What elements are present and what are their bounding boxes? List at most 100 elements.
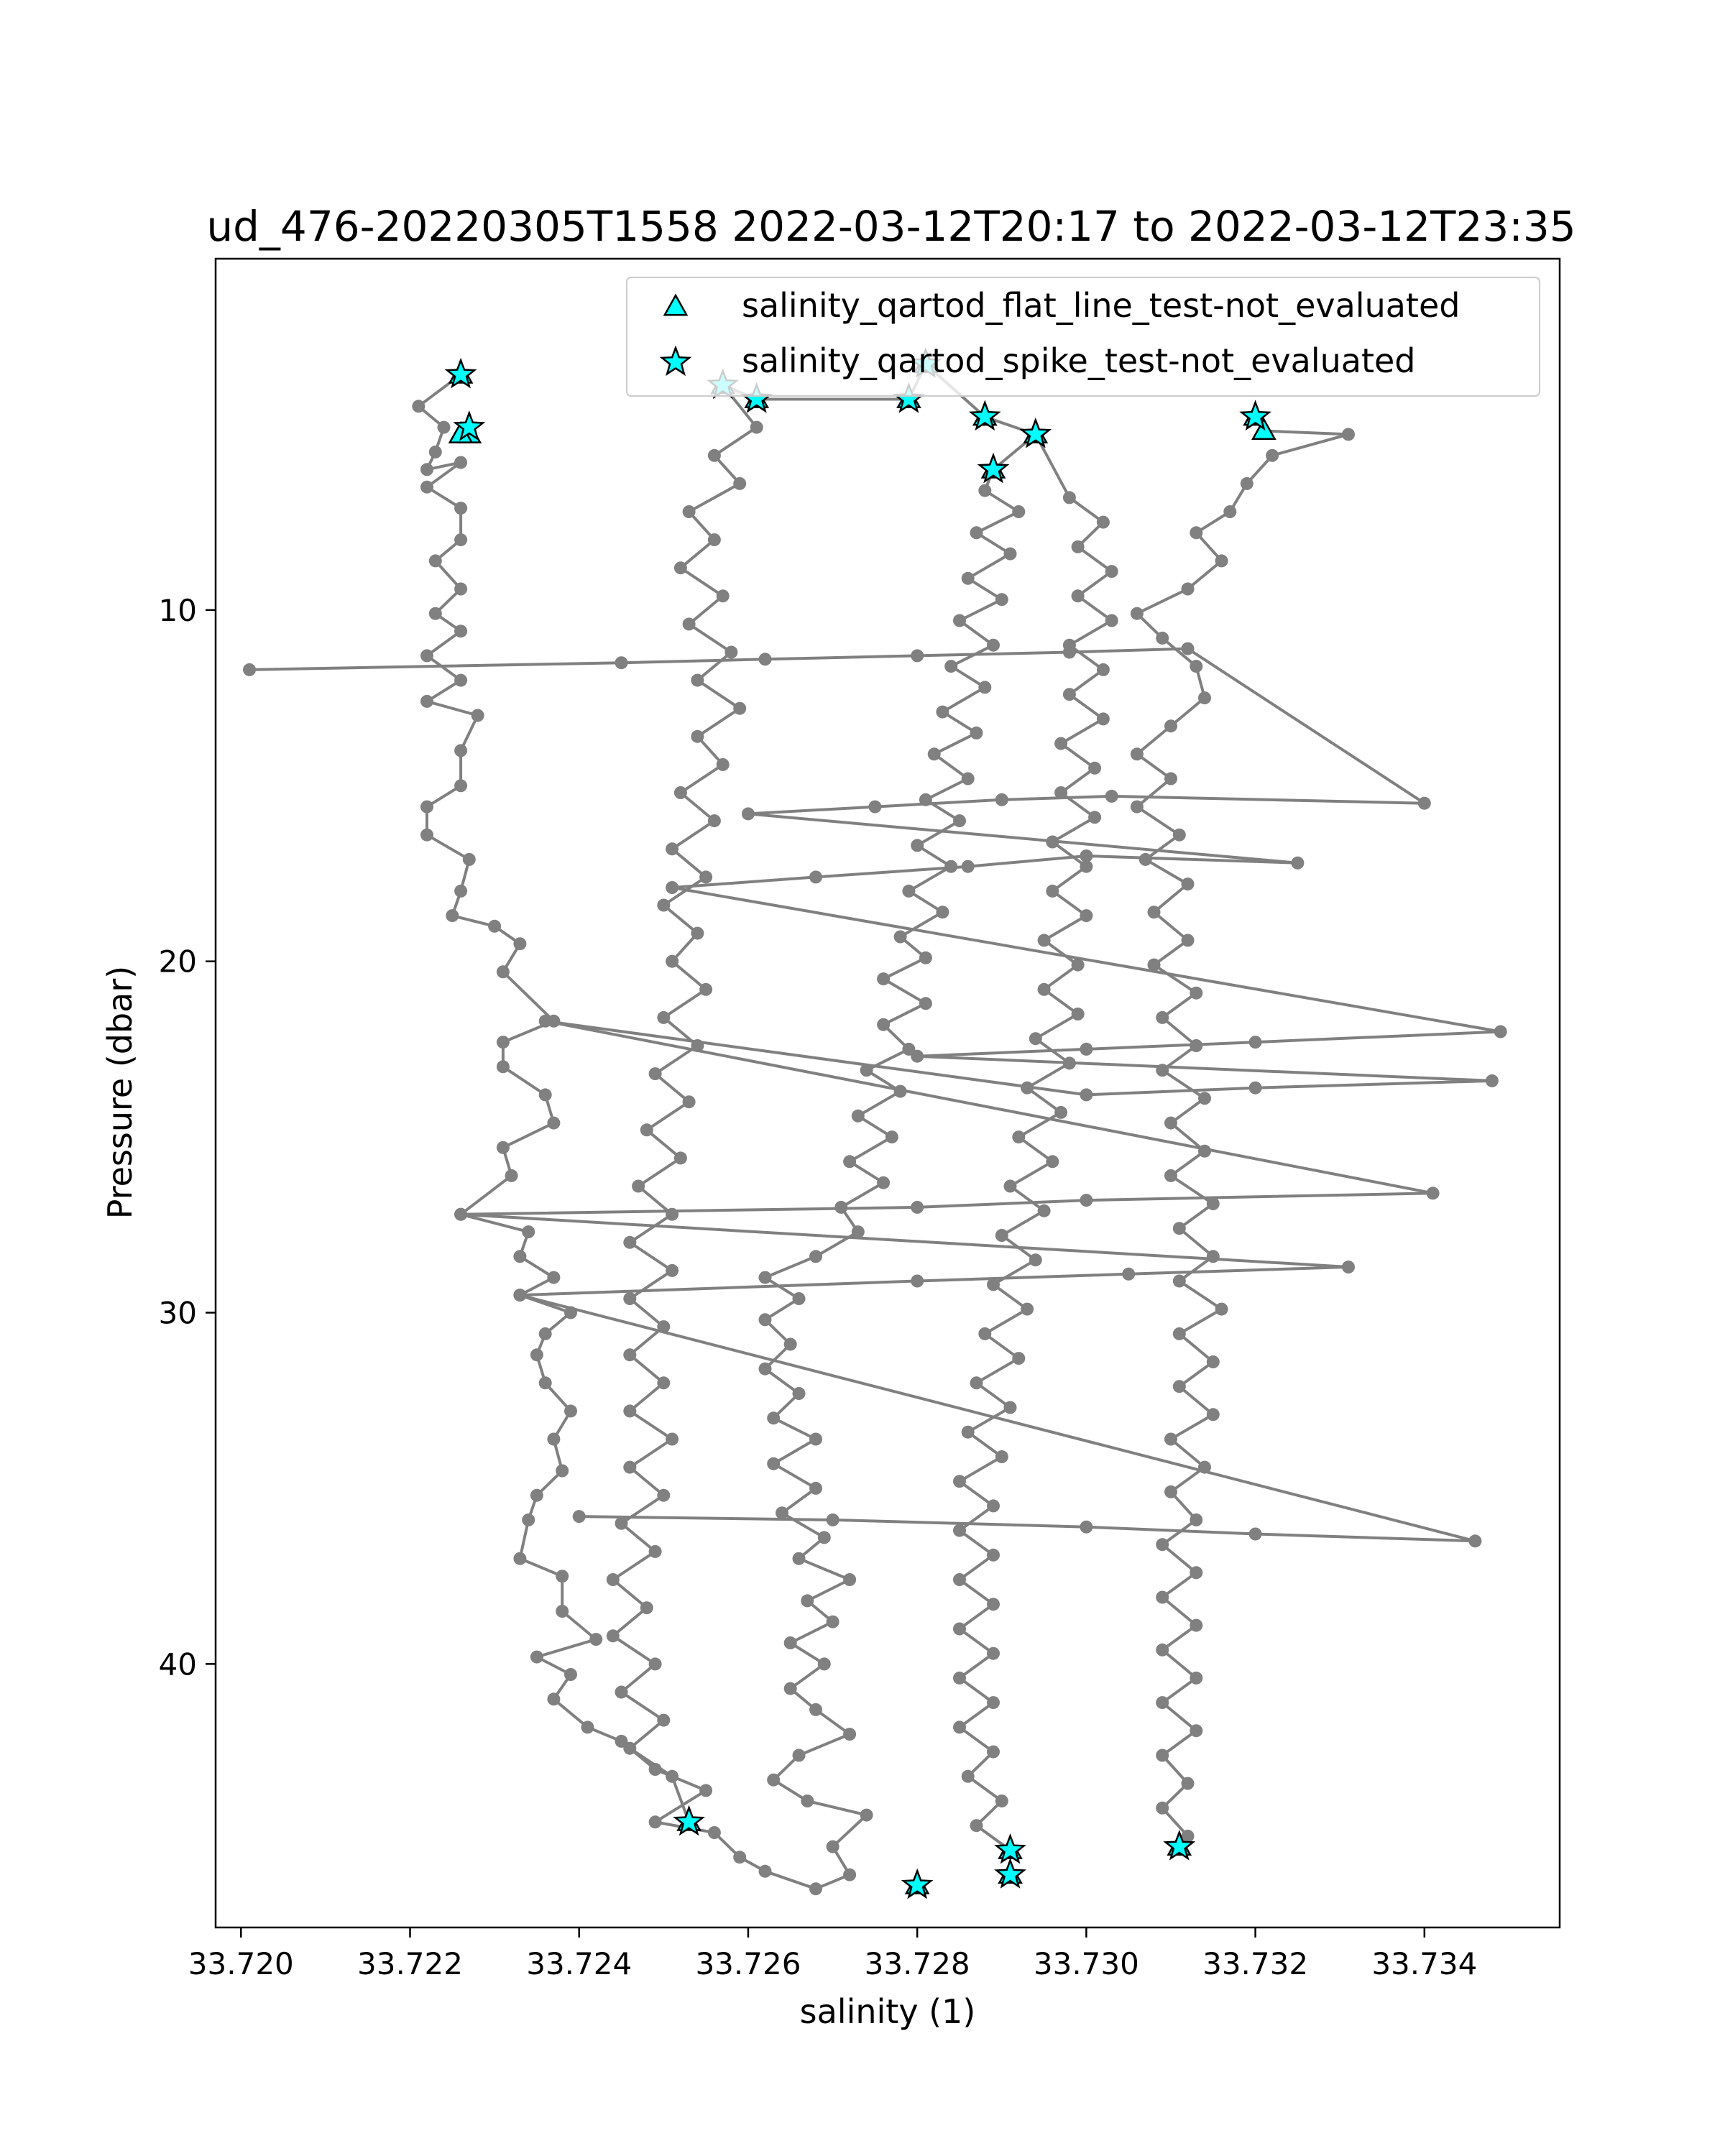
- data-point: [530, 1488, 543, 1502]
- data-point: [1046, 884, 1059, 898]
- data-point: [1122, 1267, 1136, 1281]
- data-point: [801, 1594, 814, 1608]
- data-point: [776, 1506, 788, 1520]
- data-point: [699, 982, 713, 996]
- data-point: [970, 526, 983, 540]
- data-point: [953, 1622, 966, 1636]
- data-point: [1342, 428, 1355, 441]
- data-point: [758, 1864, 772, 1878]
- data-point: [792, 1387, 806, 1400]
- x-axis-label: salinity (1): [800, 1992, 976, 2031]
- data-point: [783, 1337, 797, 1351]
- spike-flag-marker: [968, 400, 1001, 431]
- data-point: [961, 1769, 975, 1783]
- series-layer: [243, 357, 1507, 1896]
- data-point: [868, 800, 882, 814]
- data-point: [987, 1745, 1000, 1759]
- data-point: [953, 614, 966, 627]
- data-point: [673, 561, 687, 575]
- data-point: [657, 1713, 671, 1727]
- data-point: [758, 653, 772, 666]
- data-point: [243, 663, 256, 676]
- data-point: [1156, 1801, 1169, 1815]
- data-point: [454, 582, 468, 596]
- data-point: [538, 1376, 552, 1390]
- data-point: [1156, 631, 1169, 645]
- data-point: [623, 1741, 637, 1755]
- x-tick-label: 33.726: [695, 1946, 801, 1981]
- data-point: [716, 757, 730, 771]
- data-point: [987, 1278, 1000, 1291]
- data-point: [724, 645, 738, 659]
- data-point: [885, 1130, 898, 1144]
- data-point: [1266, 448, 1279, 462]
- data-point: [699, 870, 713, 884]
- profile-series-1: [412, 357, 1042, 1896]
- data-point: [1494, 1025, 1507, 1038]
- data-point: [995, 793, 1008, 806]
- data-point: [911, 649, 924, 663]
- data-point: [936, 705, 949, 719]
- data-point: [581, 1720, 594, 1734]
- data-point: [767, 1773, 781, 1787]
- data-point: [860, 1064, 873, 1077]
- x-tick-label: 33.728: [865, 1946, 970, 1981]
- data-point: [1156, 1010, 1169, 1024]
- data-point: [657, 1488, 671, 1502]
- data-point: [919, 951, 932, 964]
- data-point: [1080, 1194, 1093, 1207]
- spike-flag-marker: [1163, 1830, 1196, 1861]
- data-point: [851, 1225, 865, 1239]
- data-point: [801, 1795, 814, 1807]
- data-point: [648, 1763, 662, 1776]
- data-point: [817, 1657, 831, 1671]
- data-point: [648, 1657, 662, 1671]
- data-point: [699, 1784, 713, 1797]
- data-point: [1181, 1829, 1195, 1843]
- data-point: [615, 1734, 628, 1748]
- data-point: [454, 456, 468, 469]
- data-point: [1080, 1088, 1093, 1102]
- data-point: [978, 1327, 992, 1340]
- data-point: [556, 1605, 569, 1618]
- data-point: [987, 1499, 1000, 1513]
- x-tick-label: 33.720: [188, 1946, 294, 1981]
- data-point: [1062, 688, 1076, 701]
- data-point: [1037, 934, 1051, 947]
- data-point: [707, 1826, 721, 1839]
- legend-box: [626, 277, 1540, 397]
- data-point: [1181, 642, 1195, 655]
- data-point: [809, 1703, 822, 1716]
- data-point: [648, 1815, 662, 1829]
- data-point: [1172, 1274, 1186, 1288]
- data-point: [758, 1362, 772, 1376]
- data-point: [843, 1573, 857, 1586]
- data-point: [1156, 1538, 1169, 1552]
- data-point: [1037, 982, 1051, 996]
- data-point: [1088, 811, 1102, 824]
- data-point: [1021, 1302, 1034, 1316]
- spike-flag-marker: [1019, 417, 1052, 448]
- data-point: [623, 1292, 637, 1305]
- data-point: [919, 997, 932, 1010]
- data-point: [454, 533, 468, 547]
- data-point: [640, 1601, 653, 1615]
- data-point: [657, 898, 671, 912]
- x-tick-label: 33.730: [1034, 1946, 1139, 1981]
- legend: salinity_qartod_flat_line_test-not_evalu…: [626, 277, 1540, 397]
- data-point: [716, 589, 730, 603]
- data-point: [648, 1544, 662, 1558]
- y-tick-label: 20: [159, 944, 197, 980]
- data-point: [1190, 526, 1203, 540]
- data-point: [691, 673, 704, 687]
- data-point: [556, 1570, 569, 1583]
- data-point: [877, 972, 891, 986]
- data-point: [538, 1327, 552, 1340]
- data-point: [809, 1882, 822, 1896]
- x-tick-label: 33.722: [357, 1946, 463, 1981]
- data-point: [1342, 1261, 1355, 1273]
- data-point: [1105, 789, 1118, 803]
- data-point: [733, 1851, 747, 1864]
- data-point: [1003, 547, 1017, 561]
